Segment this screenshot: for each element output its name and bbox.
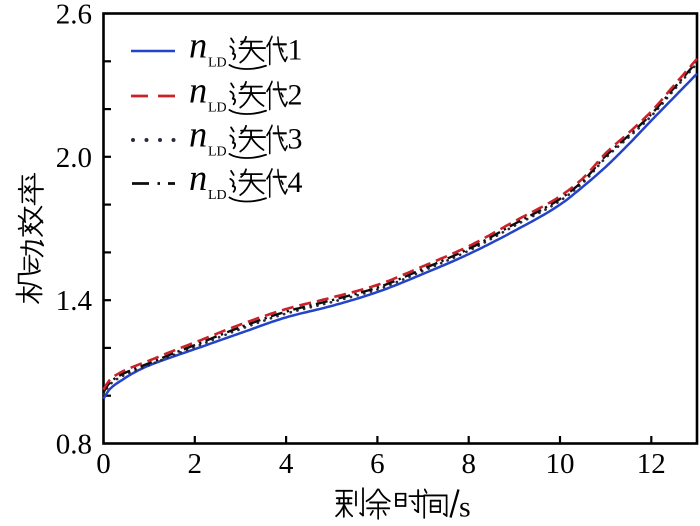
svg-text:0: 0: [96, 448, 111, 480]
svg-text:1: 1: [288, 33, 303, 66]
svg-text:2.6: 2.6: [56, 0, 92, 31]
svg-text:12: 12: [637, 448, 666, 480]
svg-text:n: n: [189, 114, 207, 155]
svg-text:6: 6: [370, 448, 385, 480]
svg-text:2: 2: [188, 448, 203, 480]
svg-text:s: s: [459, 491, 471, 524]
svg-text:2.0: 2.0: [56, 142, 92, 174]
svg-text:0.8: 0.8: [56, 429, 92, 461]
svg-text:LD: LD: [208, 56, 227, 71]
svg-text:8: 8: [461, 448, 476, 480]
svg-text:LD: LD: [208, 188, 227, 203]
svg-text:LD: LD: [208, 101, 227, 116]
svg-text:1.4: 1.4: [56, 285, 93, 317]
svg-text:3: 3: [288, 122, 303, 155]
svg-text:n: n: [189, 157, 207, 198]
svg-text:10: 10: [546, 448, 575, 480]
svg-text:4: 4: [279, 448, 294, 480]
svg-text:n: n: [189, 70, 207, 111]
svg-text:LD: LD: [208, 145, 227, 160]
svg-text:4: 4: [288, 166, 303, 199]
svg-text:n: n: [189, 25, 207, 66]
svg-text:2: 2: [288, 78, 303, 111]
